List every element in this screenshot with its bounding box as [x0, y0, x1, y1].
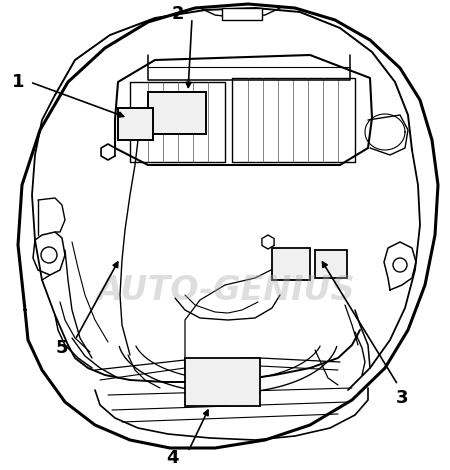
Text: 1: 1: [12, 73, 24, 91]
Text: 2: 2: [172, 5, 184, 23]
Bar: [272, 248, 310, 280]
Bar: [118, 108, 153, 140]
Bar: [315, 250, 347, 278]
Text: 3: 3: [396, 389, 408, 407]
Text: 5: 5: [56, 339, 68, 357]
Text: AUTO-GENIUS: AUTO-GENIUS: [96, 274, 354, 306]
Bar: [222, 8, 262, 20]
Bar: [185, 358, 260, 406]
Bar: [148, 92, 206, 134]
Text: 4: 4: [166, 449, 178, 467]
